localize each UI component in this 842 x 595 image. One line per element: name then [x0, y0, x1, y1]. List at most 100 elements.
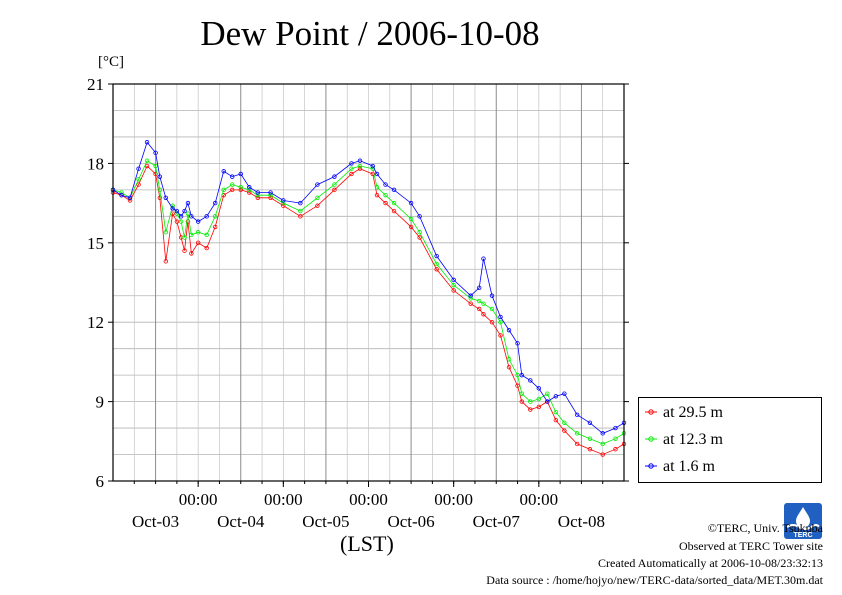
data-point	[562, 420, 567, 425]
data-point	[238, 185, 243, 190]
data-point	[157, 195, 163, 201]
data-point	[204, 232, 209, 238]
y-tick-label: 21	[87, 75, 104, 94]
y-tick-label: 6	[96, 472, 105, 491]
series-line	[112, 141, 625, 434]
data-point	[332, 187, 337, 193]
data-point	[553, 409, 559, 415]
data-point	[528, 407, 533, 412]
data-point	[195, 230, 201, 235]
data-point	[519, 391, 524, 396]
x-date-label: Oct-06	[387, 512, 434, 531]
data-point	[489, 293, 495, 298]
data-point	[221, 187, 226, 193]
data-point	[481, 301, 486, 306]
data-point	[357, 163, 363, 169]
data-point	[519, 399, 524, 404]
legend-item-12-3m: at 12.3 m	[645, 429, 723, 451]
data-point	[613, 447, 618, 452]
data-point	[332, 182, 337, 187]
data-point	[119, 190, 124, 195]
data-point	[417, 235, 422, 240]
data-point	[374, 192, 380, 198]
data-point	[315, 182, 320, 187]
data-point	[212, 214, 218, 219]
data-point	[178, 219, 184, 224]
legend-label: at 29.5 m	[663, 404, 723, 421]
data-point	[553, 394, 559, 399]
credit-created: Created Automatically at 2006-10-08/23:3…	[598, 556, 823, 570]
data-point	[281, 198, 286, 203]
data-point	[170, 206, 175, 211]
y-axis-unit: [°C]	[98, 54, 124, 70]
data-point	[357, 166, 363, 171]
data-point	[268, 192, 273, 198]
data-point	[182, 248, 187, 253]
chart-title: Dew Point / 2006-10-08	[200, 14, 540, 53]
data-point	[391, 187, 397, 193]
series-0	[110, 163, 627, 457]
data-point	[587, 420, 593, 425]
x-date-label: Oct-03	[132, 512, 179, 531]
data-point	[489, 320, 495, 325]
data-point	[315, 195, 320, 201]
data-point	[136, 182, 141, 187]
data-point	[374, 171, 380, 177]
data-point	[600, 441, 605, 447]
data-point	[298, 208, 303, 214]
data-point	[357, 158, 363, 163]
data-point	[247, 187, 252, 193]
legend-item-29-5m: at 29.5 m	[645, 402, 723, 424]
x-date-label: Oct-07	[473, 512, 521, 531]
data-point	[468, 293, 473, 298]
data-point	[212, 224, 218, 230]
data-point	[185, 219, 191, 224]
data-point	[332, 174, 337, 179]
credit-copyright: ©TERC, Univ. Tsukuba	[707, 521, 823, 535]
credit-site: Observed at TERC Tower site	[678, 539, 823, 553]
data-point	[189, 251, 194, 256]
x-date-label: Oct-05	[302, 512, 349, 531]
data-point	[204, 245, 209, 251]
data-point	[391, 208, 397, 214]
data-point	[417, 214, 422, 219]
data-point	[506, 327, 512, 333]
data-point	[136, 166, 141, 171]
data-point	[255, 195, 260, 201]
data-point	[268, 190, 273, 195]
legend-marker-green	[645, 429, 657, 442]
data-point	[519, 372, 524, 378]
data-point	[136, 177, 141, 182]
data-point	[195, 219, 201, 224]
data-point	[468, 296, 473, 301]
data-point	[489, 306, 495, 312]
data-point	[230, 187, 235, 193]
series-1	[110, 158, 627, 447]
data-point	[281, 203, 286, 208]
data-point	[298, 214, 303, 219]
data-point	[600, 431, 605, 436]
data-point	[174, 219, 180, 224]
x-time-label: 00:00	[179, 490, 218, 509]
data-point	[536, 386, 542, 391]
data-point	[528, 399, 533, 404]
data-point	[127, 198, 133, 203]
data-point	[506, 364, 512, 370]
data-point	[383, 192, 388, 198]
data-point	[255, 190, 260, 195]
data-point	[370, 171, 375, 177]
data-point	[315, 203, 320, 208]
x-date-label: Oct-08	[558, 512, 605, 531]
data-point	[374, 185, 380, 190]
data-point	[613, 436, 618, 441]
data-point	[349, 166, 354, 171]
legend-marker-blue	[645, 456, 657, 469]
y-ticks: 6 9 12 15 18 21	[87, 75, 629, 491]
legend-marker-red	[645, 402, 657, 415]
data-point	[255, 192, 260, 198]
data-point	[434, 261, 439, 267]
data-point	[349, 171, 354, 177]
data-point	[247, 185, 252, 190]
data-point	[587, 436, 593, 441]
data-point	[574, 412, 580, 418]
